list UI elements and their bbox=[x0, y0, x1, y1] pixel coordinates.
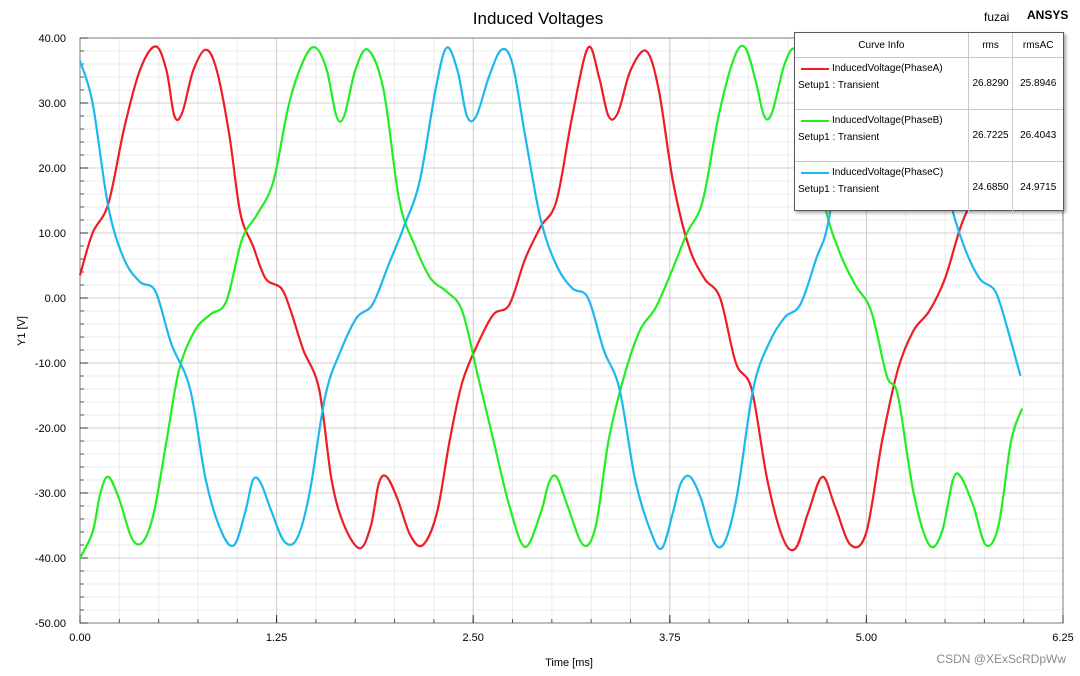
x-tick-label: 6.25 bbox=[1052, 632, 1073, 644]
y-tick-label: 30.00 bbox=[38, 98, 66, 110]
legend-curve-name: InducedVoltage(PhaseB) bbox=[832, 115, 943, 126]
chart-title: Induced Voltages bbox=[473, 9, 603, 28]
legend-rms-value: 26.7225 bbox=[969, 110, 1014, 161]
legend-curve-cell: InducedVoltage(PhaseA) Setup1 : Transien… bbox=[795, 58, 969, 109]
legend-curve-cell: InducedVoltage(PhaseB) Setup1 : Transien… bbox=[795, 110, 969, 161]
plot-area bbox=[79, 37, 1064, 624]
y-tick-label: -10.00 bbox=[35, 358, 66, 370]
legend-swatch-phase-c bbox=[801, 172, 829, 174]
y-tick-label: 0.00 bbox=[45, 293, 66, 305]
watermark: CSDN @XExScRDpWw bbox=[936, 652, 1066, 666]
legend-rms-value: 24.6850 bbox=[969, 162, 1014, 213]
y-tick-label: 40.00 bbox=[38, 33, 66, 45]
brand-user: fuzai bbox=[984, 10, 1009, 24]
legend-rms-value: 26.8290 bbox=[969, 58, 1014, 109]
y-tick-label: -50.00 bbox=[35, 618, 66, 630]
legend-header-rmsac: rmsAC bbox=[1022, 39, 1054, 51]
y-tick-label: 20.00 bbox=[38, 163, 66, 175]
y-axis-label: Y1 [V] bbox=[16, 316, 28, 346]
x-tick-label: 0.00 bbox=[69, 632, 90, 644]
legend-rmsac-value: 25.8946 bbox=[1020, 78, 1057, 89]
series-line-phase-b[interactable] bbox=[79, 44, 1024, 559]
legend-curve-name: InducedVoltage(PhaseA) bbox=[832, 63, 943, 74]
brand-vendor: ANSYS bbox=[1027, 8, 1068, 22]
x-tick-labels: 0.00 1.25 2.50 3.75 5.00 6.25 bbox=[69, 632, 1073, 644]
legend-curve-setup: Setup1 : Transient bbox=[798, 184, 880, 195]
legend-swatch-phase-a bbox=[801, 68, 829, 70]
legend-curve-setup: Setup1 : Transient bbox=[798, 132, 880, 143]
legend-rmsac-value: 26.4043 bbox=[1020, 130, 1057, 141]
y-tick-labels: 40.00 30.00 20.00 10.00 0.00 -10.00 -20.00 -30.… bbox=[35, 33, 66, 630]
curve-info-legend[interactable]: Curve Info rms rmsAC InducedVoltage(Phas… bbox=[794, 32, 1064, 213]
legend-curve-setup: Setup1 : Transient bbox=[798, 80, 880, 91]
x-tick-label: 2.50 bbox=[462, 632, 483, 644]
x-axis-label: Time [ms] bbox=[545, 657, 593, 669]
y-tick-label: 10.00 bbox=[38, 228, 66, 240]
y-tick-label: -20.00 bbox=[35, 423, 66, 435]
legend-header: Curve Info rms rmsAC bbox=[795, 33, 1063, 58]
y-tick-label: -40.00 bbox=[35, 553, 66, 565]
x-tick-label: 3.75 bbox=[659, 632, 680, 644]
legend-rmsac-value: 24.9715 bbox=[1020, 182, 1057, 193]
legend-curve-cell: InducedVoltage(PhaseC) Setup1 : Transien… bbox=[795, 162, 969, 213]
y-tick-label: -30.00 bbox=[35, 488, 66, 500]
legend-swatch-phase-b bbox=[801, 120, 829, 122]
tick-marks bbox=[79, 37, 1064, 624]
x-tick-label: 5.00 bbox=[856, 632, 877, 644]
legend-header-curve-info: Curve Info bbox=[795, 33, 969, 57]
legend-header-rms: rms bbox=[969, 33, 1014, 57]
x-tick-label: 1.25 bbox=[266, 632, 287, 644]
legend-row-phase-a[interactable]: InducedVoltage(PhaseA) Setup1 : Transien… bbox=[795, 58, 1063, 110]
series-line-phase-a[interactable] bbox=[78, 45, 985, 552]
legend-row-phase-b[interactable]: InducedVoltage(PhaseB) Setup1 : Transien… bbox=[795, 110, 1063, 162]
legend-row-phase-c[interactable]: InducedVoltage(PhaseC) Setup1 : Transien… bbox=[795, 162, 1063, 213]
legend-curve-name: InducedVoltage(PhaseC) bbox=[832, 167, 944, 178]
